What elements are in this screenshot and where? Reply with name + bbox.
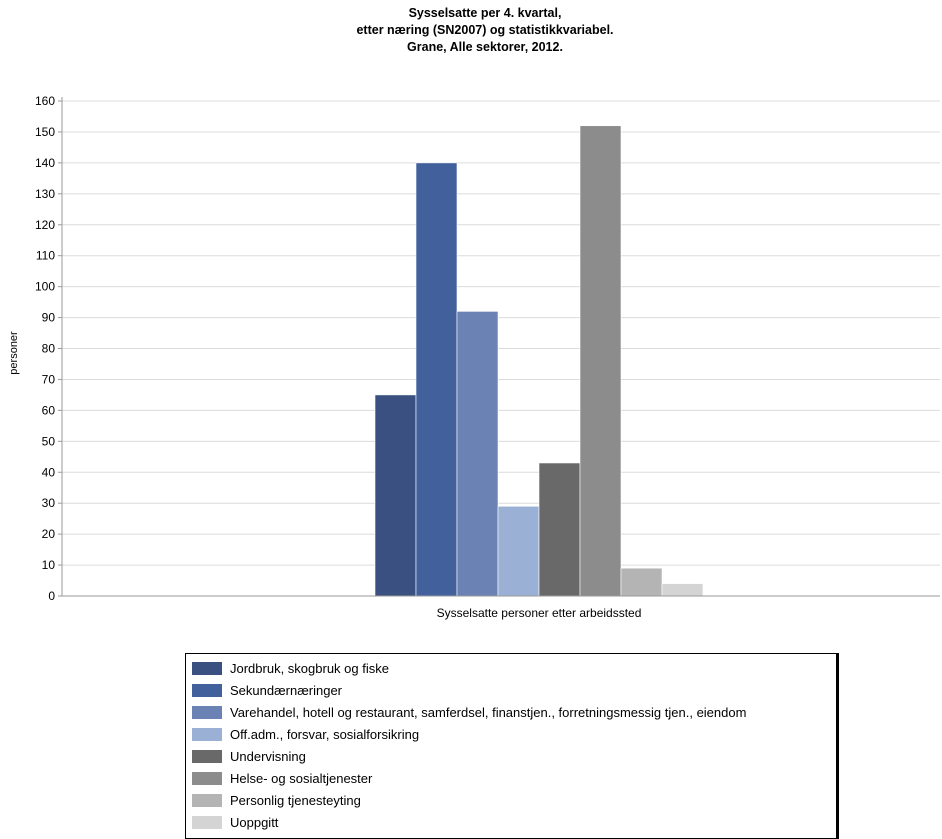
- y-tick-label: 70: [42, 372, 56, 386]
- y-tick-label: 90: [42, 311, 56, 325]
- legend-item: Helse- og sosialtjenester: [186, 767, 836, 789]
- legend-swatch: [192, 727, 222, 741]
- legend-label: Helse- og sosialtjenester: [230, 770, 373, 786]
- legend-swatch: [192, 705, 222, 719]
- legend-item: Off.adm., forsvar, sosialforsikring: [186, 723, 836, 745]
- legend-label: Off.adm., forsvar, sosialforsikring: [230, 726, 420, 742]
- legend-swatch: [192, 771, 222, 785]
- y-tick-label: 60: [42, 403, 56, 417]
- y-tick-label: 0: [48, 589, 55, 603]
- legend-item: Uoppgitt: [186, 811, 836, 833]
- y-tick-label: 140: [35, 156, 55, 170]
- chart-title-line: Grane, Alle sektorer, 2012.: [407, 40, 563, 54]
- bar: [538, 462, 581, 597]
- y-tick-label: 30: [42, 496, 56, 510]
- bar: [374, 394, 417, 597]
- legend-swatch: [192, 793, 222, 807]
- y-tick-label: 10: [42, 558, 56, 572]
- y-tick-label: 130: [35, 187, 55, 201]
- legend-item: Sekundærnæringer: [186, 679, 836, 701]
- legend-swatch: [192, 683, 222, 697]
- gridlines: [62, 100, 940, 597]
- legend: Jordbruk, skogbruk og fiske Sekundærnærin…: [185, 653, 839, 839]
- legend-label: Sekundærnæringer: [230, 682, 343, 698]
- y-tick-label: 40: [42, 465, 56, 479]
- y-tick-label: 100: [35, 280, 55, 294]
- legend-swatch: [192, 749, 222, 763]
- legend-label: Varehandel, hotell og restaurant, samfer…: [230, 704, 747, 720]
- bar: [415, 162, 458, 597]
- chart-title: Sysselsatte per 4. kvartal, etter næring …: [356, 6, 613, 54]
- legend-item: Undervisning: [186, 745, 836, 767]
- bar: [620, 567, 663, 597]
- chart-area: Sysselsatte per 4. kvartal, etter næring …: [8, 6, 940, 620]
- bar: [579, 125, 622, 597]
- legend-item: Jordbruk, skogbruk og fiske: [186, 657, 836, 679]
- chart-title-line: etter næring (SN2007) og statistikkvaria…: [356, 23, 613, 37]
- legend-label: Undervisning: [230, 748, 306, 764]
- y-tick-label: 120: [35, 218, 55, 232]
- x-category-label: Sysselsatte personer etter arbeidssted: [437, 606, 642, 620]
- y-tick-label: 80: [42, 342, 56, 356]
- bar: [497, 505, 540, 597]
- legend-label: Uoppgitt: [230, 814, 279, 830]
- y-tick-label: 150: [35, 125, 55, 139]
- y-tick-label: 20: [42, 527, 56, 541]
- bar: [661, 583, 704, 597]
- legend-item: Personlig tjenesteyting: [186, 789, 836, 811]
- legend-item: Varehandel, hotell og restaurant, samfer…: [186, 701, 836, 723]
- y-axis-ticks: 0 10 20 30 40 50 60 70 80 90 100 110 120 130 140 150 160: [35, 94, 62, 603]
- y-axis-label: personer: [8, 331, 20, 375]
- bar: [456, 311, 499, 597]
- legend-label: Jordbruk, skogbruk og fiske: [230, 660, 389, 676]
- chart-title-line: Sysselsatte per 4. kvartal,: [409, 6, 562, 20]
- legend-swatch: [192, 661, 222, 675]
- legend-swatch: [192, 815, 222, 829]
- y-tick-label: 110: [36, 249, 55, 263]
- y-tick-label: 160: [35, 94, 55, 108]
- y-tick-label: 50: [42, 434, 56, 448]
- bars: [374, 125, 704, 597]
- legend-label: Personlig tjenesteyting: [230, 792, 361, 808]
